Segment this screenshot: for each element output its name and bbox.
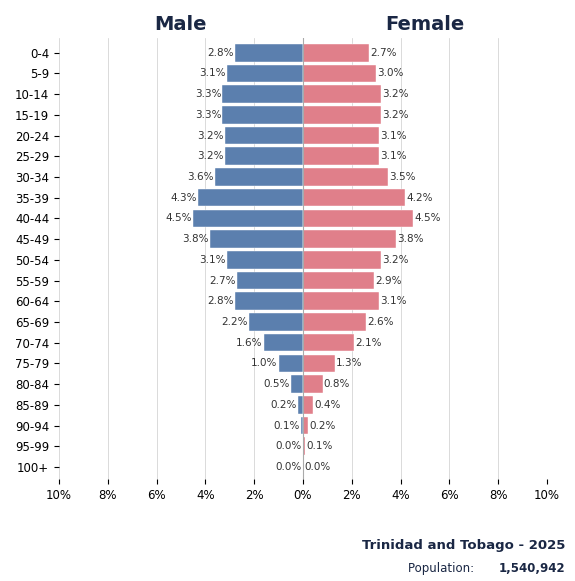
Text: 4.3%: 4.3%: [170, 193, 197, 203]
Text: Female: Female: [385, 15, 465, 34]
Bar: [223, 85, 303, 103]
Text: 0.2%: 0.2%: [270, 400, 297, 410]
Bar: [303, 396, 313, 414]
Text: Male: Male: [155, 15, 207, 34]
Text: 3.3%: 3.3%: [195, 110, 221, 120]
Text: Population:: Population:: [408, 562, 478, 575]
Bar: [291, 375, 303, 393]
Text: 1.0%: 1.0%: [251, 358, 277, 368]
Text: 3.8%: 3.8%: [182, 234, 209, 244]
Bar: [303, 313, 366, 331]
Text: 2.8%: 2.8%: [207, 48, 233, 58]
Text: 0.2%: 0.2%: [309, 421, 335, 431]
Bar: [303, 148, 378, 165]
Bar: [235, 44, 303, 62]
Bar: [303, 292, 378, 310]
Text: 0.0%: 0.0%: [275, 441, 302, 451]
Text: 3.2%: 3.2%: [197, 151, 224, 162]
Text: 2.9%: 2.9%: [375, 275, 401, 285]
Text: 2.1%: 2.1%: [355, 338, 382, 347]
Bar: [303, 334, 354, 352]
Text: 3.2%: 3.2%: [382, 89, 409, 99]
Bar: [303, 127, 378, 144]
Bar: [235, 292, 303, 310]
Text: 1.3%: 1.3%: [336, 358, 362, 368]
Bar: [237, 272, 303, 289]
Text: 0.0%: 0.0%: [304, 462, 331, 472]
Text: 4.5%: 4.5%: [166, 213, 192, 224]
Bar: [303, 189, 405, 206]
Bar: [225, 148, 303, 165]
Text: PopulationPyramid.net: PopulationPyramid.net: [20, 549, 200, 564]
Bar: [303, 375, 323, 393]
Bar: [303, 251, 381, 268]
Text: 3.2%: 3.2%: [197, 131, 224, 141]
Text: 0.1%: 0.1%: [273, 421, 300, 431]
Bar: [210, 230, 303, 248]
Text: 3.1%: 3.1%: [380, 296, 407, 306]
Text: 3.2%: 3.2%: [382, 110, 409, 120]
Text: 4.2%: 4.2%: [407, 193, 433, 203]
Bar: [303, 64, 376, 83]
Bar: [303, 106, 381, 124]
Text: Trinidad and Tobago - 2025: Trinidad and Tobago - 2025: [362, 539, 565, 552]
Text: 3.0%: 3.0%: [377, 69, 404, 78]
Text: 1,540,942: 1,540,942: [499, 562, 565, 575]
Bar: [303, 437, 305, 455]
Bar: [227, 251, 303, 268]
Bar: [303, 44, 369, 62]
Text: 0.4%: 0.4%: [314, 400, 340, 410]
Bar: [198, 189, 303, 206]
Text: 3.1%: 3.1%: [380, 131, 407, 141]
Text: 4.5%: 4.5%: [414, 213, 440, 224]
Bar: [223, 106, 303, 124]
Text: 3.2%: 3.2%: [382, 255, 409, 265]
Bar: [303, 168, 388, 186]
Text: 2.7%: 2.7%: [209, 275, 236, 285]
Bar: [225, 127, 303, 144]
Text: 0.0%: 0.0%: [275, 462, 302, 472]
Text: 0.1%: 0.1%: [306, 441, 333, 451]
Text: 3.1%: 3.1%: [200, 255, 226, 265]
Bar: [264, 334, 303, 352]
Text: 2.2%: 2.2%: [221, 317, 248, 327]
Bar: [227, 64, 303, 83]
Bar: [303, 210, 413, 227]
Text: 3.8%: 3.8%: [397, 234, 423, 244]
Text: 3.1%: 3.1%: [380, 151, 407, 162]
Bar: [215, 168, 303, 186]
Text: 0.8%: 0.8%: [324, 379, 350, 389]
Text: 1.6%: 1.6%: [236, 338, 263, 347]
Bar: [278, 354, 303, 372]
Bar: [303, 272, 374, 289]
Bar: [250, 313, 303, 331]
Bar: [303, 85, 381, 103]
Text: 2.6%: 2.6%: [367, 317, 394, 327]
Text: 2.8%: 2.8%: [207, 296, 233, 306]
Bar: [303, 417, 308, 435]
Bar: [193, 210, 303, 227]
Bar: [303, 354, 335, 372]
Text: 3.1%: 3.1%: [200, 69, 226, 78]
Text: 3.3%: 3.3%: [195, 89, 221, 99]
Bar: [298, 396, 303, 414]
Text: 0.5%: 0.5%: [263, 379, 290, 389]
Text: 2.7%: 2.7%: [370, 48, 397, 58]
Bar: [303, 230, 396, 248]
Bar: [301, 417, 303, 435]
Text: 3.6%: 3.6%: [187, 172, 214, 182]
Text: 3.5%: 3.5%: [390, 172, 416, 182]
